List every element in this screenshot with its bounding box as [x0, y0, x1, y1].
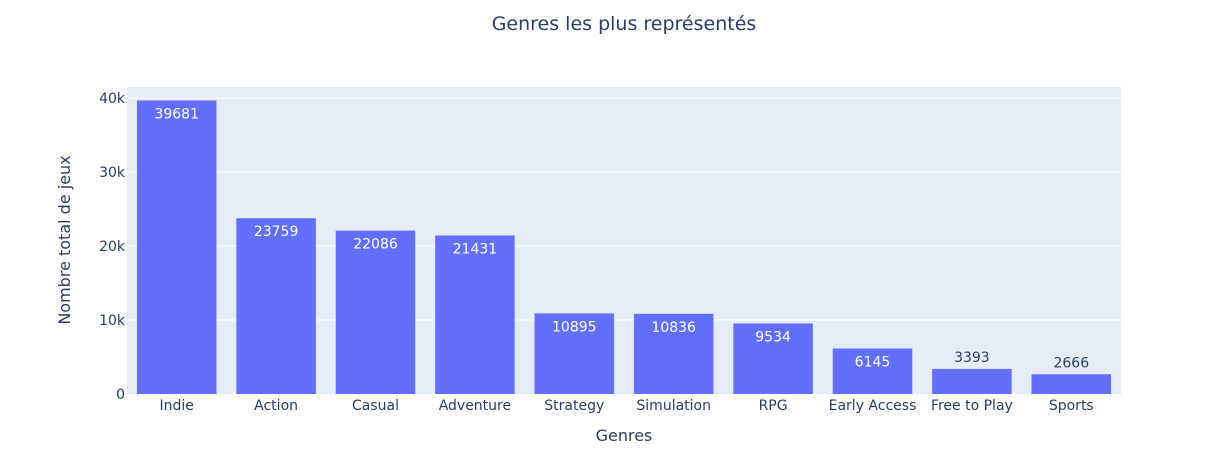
data-label: 10895: [552, 319, 597, 335]
x-tick-label: RPG: [759, 398, 788, 414]
x-tick-label: Sports: [1049, 398, 1094, 414]
bar: [932, 368, 1012, 394]
data-label: 22086: [353, 237, 398, 253]
data-label: 21431: [453, 241, 498, 257]
data-label: 9534: [755, 329, 791, 345]
x-tick-label: Adventure: [439, 398, 511, 414]
chart-title: Genres les plus représentés: [492, 13, 757, 35]
x-tick-label: Free to Play: [931, 398, 1013, 414]
data-label: 10836: [651, 320, 696, 336]
data-label: 3393: [954, 350, 990, 366]
x-tick-label: Strategy: [544, 398, 604, 414]
x-tick-label: Indie: [159, 398, 193, 414]
bar: [534, 313, 615, 394]
bar: [236, 218, 316, 394]
bar: [1031, 374, 1112, 394]
data-label: 39681: [154, 106, 199, 122]
data-labels: 39681 23759 22086 21431 10895 10836 9534 6145 33…: [154, 106, 1089, 371]
bar: [733, 323, 813, 394]
y-tick-label: 20k: [99, 239, 126, 255]
x-tick-label: Casual: [352, 398, 399, 414]
data-label: 6145: [855, 355, 891, 371]
x-tick-label: Simulation: [636, 398, 711, 414]
y-tick-label: 10k: [99, 313, 126, 329]
data-label: 23759: [254, 224, 299, 240]
bar: [832, 348, 913, 394]
bar: [435, 235, 515, 394]
x-axis-title: Genres: [596, 426, 653, 445]
x-tick-labels: Indie Action Casual Adventure Strategy Simula…: [159, 398, 1093, 414]
x-tick-label: Early Access: [829, 398, 917, 414]
bar: [335, 230, 416, 394]
bars: [136, 100, 1112, 395]
y-tick-label: 0: [116, 387, 125, 403]
x-tick-label: Action: [254, 398, 298, 414]
y-tick-labels: 0 10k 20k 30k 40k: [99, 91, 126, 403]
y-tick-label: 40k: [99, 91, 126, 107]
bar: [136, 100, 217, 395]
y-tick-label: 30k: [99, 165, 126, 181]
bar: [633, 313, 714, 394]
y-axis-title: Nombre total de jeux: [55, 155, 74, 324]
data-label: 2666: [1053, 355, 1089, 371]
